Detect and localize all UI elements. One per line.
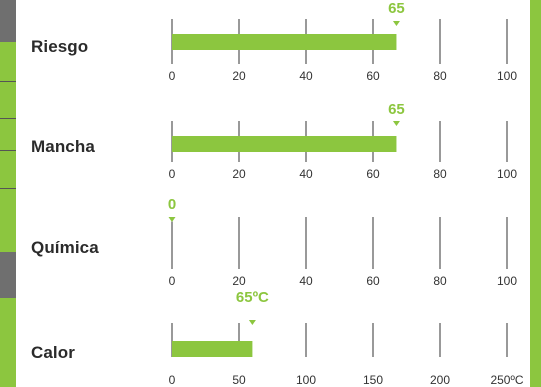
right-frame-bar [530, 0, 541, 387]
tick-label: 0 [169, 373, 176, 387]
gauge-chart-mancha: 0 20 40 60 80 100 65 [169, 101, 518, 181]
tick-label: 80 [433, 167, 447, 181]
row-label: Calor [31, 343, 75, 362]
tick-label: 200 [430, 373, 450, 387]
value-bar [172, 136, 397, 152]
tick-label: 250ºC [490, 373, 523, 387]
side-divider [0, 150, 16, 151]
value-label: 0 [168, 196, 176, 213]
tick-label: 80 [433, 69, 447, 83]
row-label: Mancha [31, 137, 95, 156]
gauge-row-quimica: Química 0 20 40 60 80 100 0 [0, 192, 541, 288]
tick-label: 100 [296, 373, 316, 387]
tick-label: 60 [366, 69, 380, 83]
row-label: Riesgo [31, 37, 89, 56]
gauge-row-riesgo: Riesgo 0 20 40 60 80 100 65 [0, 0, 541, 96]
gauge-chart-riesgo: 0 20 40 60 80 100 65 [169, 0, 518, 83]
value-marker [248, 320, 256, 325]
tick-label: 100 [497, 69, 517, 83]
tick-label: 40 [299, 69, 313, 83]
side-divider [0, 118, 16, 119]
gauge-row-calor: Calor 0 50 100 150 200 250ºC 65ºC [0, 288, 541, 387]
tick-label: 20 [232, 167, 246, 181]
tick-label: 100 [497, 167, 517, 181]
value-bar [172, 341, 253, 357]
tick-label: 40 [299, 167, 313, 181]
value-marker [168, 217, 176, 222]
gauge-chart-calor: 0 50 100 150 200 250ºC 65ºC [169, 289, 524, 387]
tick-label: 0 [169, 167, 176, 181]
side-tab-bottom [0, 252, 16, 298]
side-divider [0, 81, 16, 82]
tick-label: 60 [366, 167, 380, 181]
value-marker [392, 21, 400, 26]
tick-label: 40 [299, 274, 313, 288]
tick-label: 50 [232, 373, 246, 387]
side-tab-top [0, 0, 16, 42]
tick-label: 0 [169, 69, 176, 83]
tick-label: 0 [169, 274, 176, 288]
value-label: 65 [388, 101, 405, 118]
value-label: 65 [388, 0, 405, 17]
value-label: 65ºC [236, 289, 269, 306]
value-marker [392, 121, 400, 126]
tick-label: 100 [497, 274, 517, 288]
row-label: Química [31, 238, 99, 257]
tick-label: 60 [366, 274, 380, 288]
gauge-chart-quimica: 0 20 40 60 80 100 0 [168, 196, 518, 288]
value-bar [172, 34, 397, 50]
tick-label: 150 [363, 373, 383, 387]
tick-label: 20 [232, 69, 246, 83]
tick-label: 20 [232, 274, 246, 288]
gauge-row-mancha: Mancha 0 20 40 60 80 100 65 [0, 96, 541, 192]
tick-label: 80 [433, 274, 447, 288]
side-divider [0, 188, 16, 189]
